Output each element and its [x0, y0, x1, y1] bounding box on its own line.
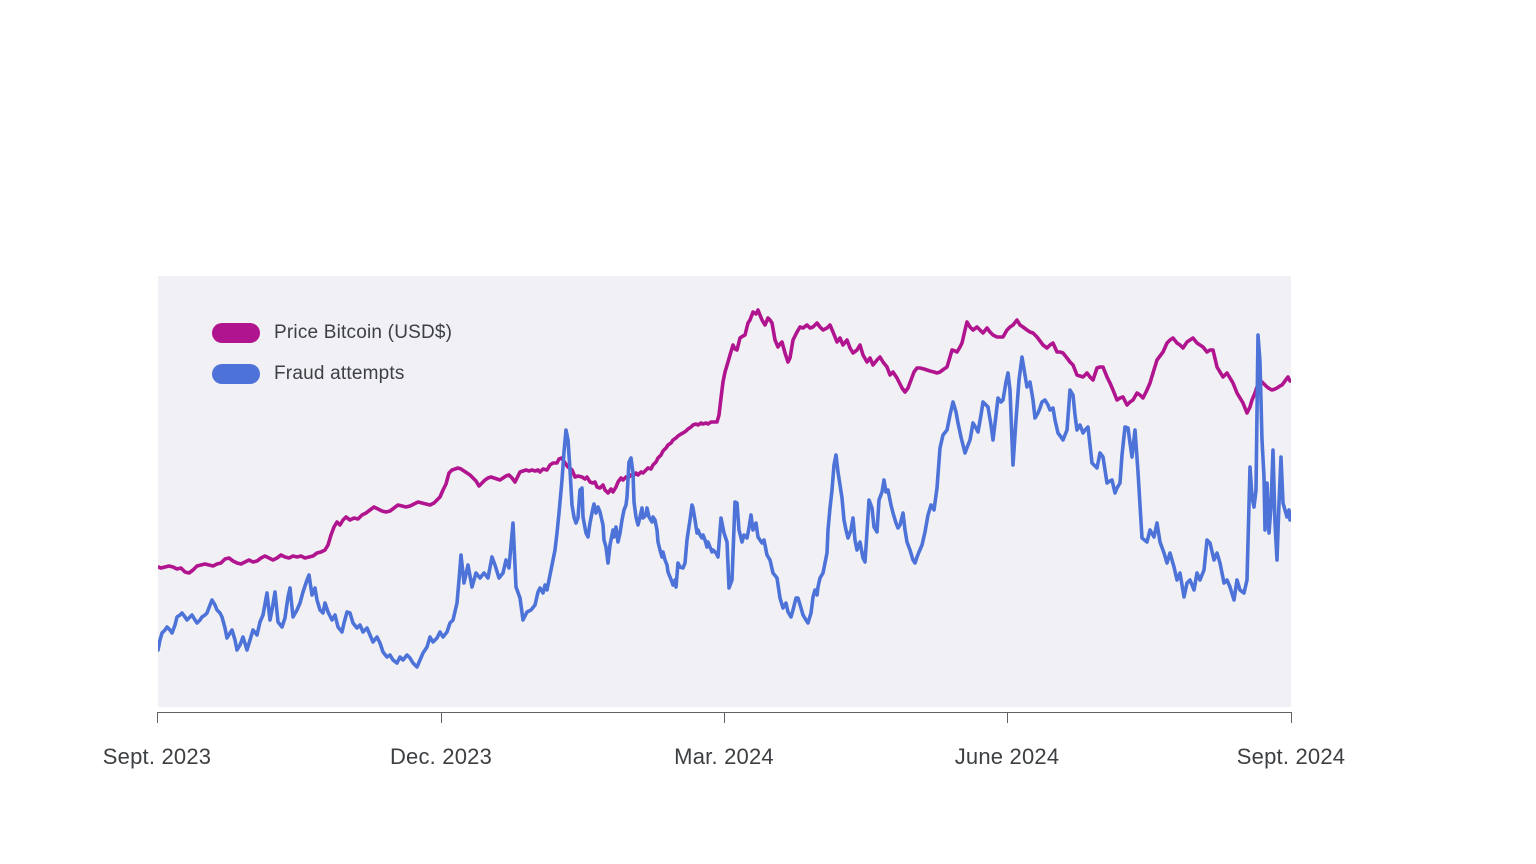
legend-label-fraud-attempts: Fraud attempts	[274, 363, 405, 384]
legend-item-fraud-attempts: Fraud attempts	[212, 363, 452, 385]
fraud-attempts-line	[158, 333, 1291, 669]
x-axis-tick	[1291, 712, 1292, 723]
x-axis-tick	[157, 712, 158, 723]
price-bitcoin-line	[158, 308, 1291, 575]
x-axis-tick	[441, 712, 442, 723]
legend: Price Bitcoin (USD$) Fraud attempts	[212, 322, 452, 385]
chart-panel: Price Bitcoin (USD$) Fraud attempts	[158, 276, 1291, 707]
chart-lines-svg	[158, 308, 1291, 669]
x-axis-label: Sept. 2023	[102, 744, 212, 769]
x-axis-tick	[1007, 712, 1008, 723]
x-axis-label: Sept. 2024	[1236, 744, 1346, 769]
price-bitcoin-swatch-icon	[212, 323, 260, 343]
x-axis-label: June 2024	[954, 744, 1060, 769]
fraud-attempts-swatch-icon	[212, 364, 260, 384]
x-axis-label: Dec. 2023	[389, 744, 493, 769]
legend-label-price-bitcoin: Price Bitcoin (USD$)	[274, 322, 453, 343]
x-axis-line	[157, 712, 1292, 713]
x-axis-label: Mar. 2024	[674, 744, 774, 769]
x-axis-tick	[724, 712, 725, 723]
legend-item-price-bitcoin: Price Bitcoin (USD$)	[212, 322, 452, 344]
